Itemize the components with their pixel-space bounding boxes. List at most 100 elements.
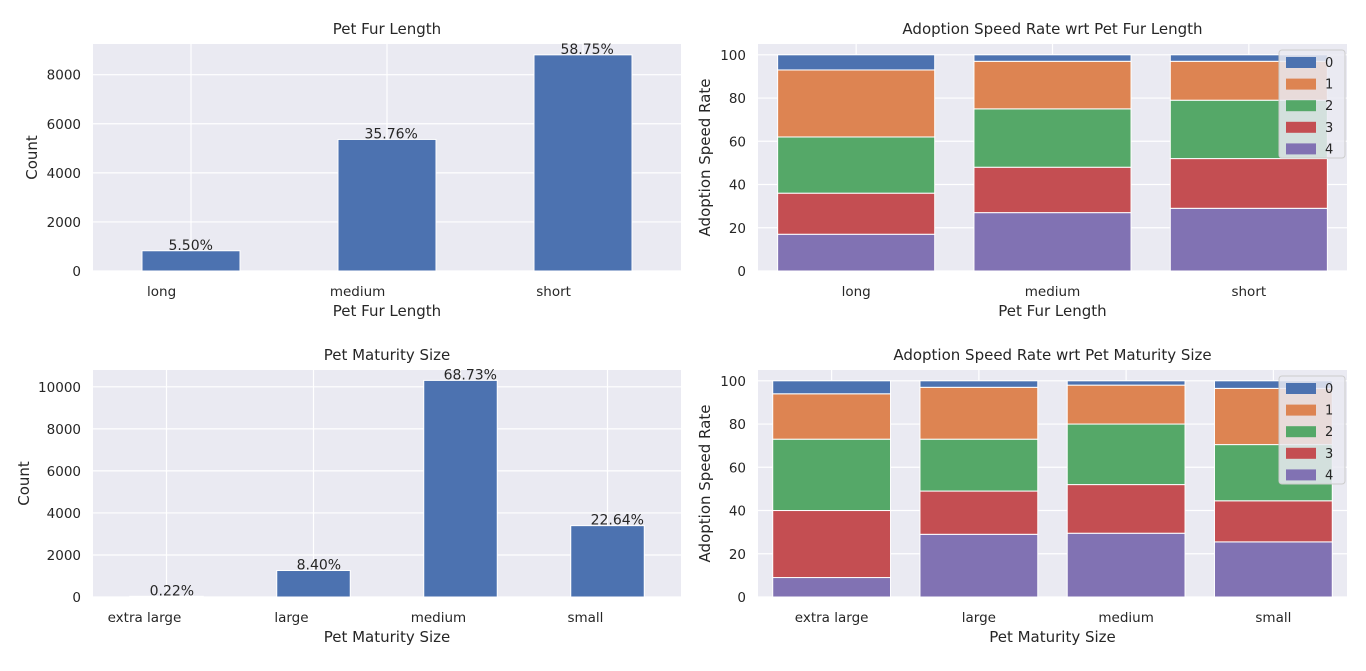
legend-swatch (1286, 78, 1316, 90)
legend-swatch (1286, 121, 1316, 133)
stack-segment-2 (973, 108, 1132, 168)
data-label: 68.73% (444, 367, 497, 383)
chart-title: Adoption Speed Rate wrt Pet Fur Length (902, 20, 1202, 38)
stack-segment-1 (1066, 384, 1186, 425)
x-tick-label: extra large (108, 610, 182, 626)
x-tick-label: medium (330, 284, 385, 300)
stack-segment-3 (772, 510, 892, 579)
x-tick-label: large (274, 610, 308, 626)
stack-segment-3 (777, 192, 936, 235)
stack-segment-3 (919, 490, 1039, 535)
bar-medium (337, 138, 437, 272)
bar-medium (423, 379, 498, 598)
legend-swatch (1286, 447, 1316, 459)
stack-segment-3 (973, 166, 1132, 214)
bar-extra-large (129, 595, 204, 598)
chart-3: 0 2000 4000 6000 8000 10000 0.22% 8.40% 68.73% 22… (15, 346, 681, 646)
y-tick-label: 2000 (47, 215, 81, 231)
y-axis-label: Count (15, 461, 33, 506)
stack-segment-3 (1169, 158, 1328, 209)
stack-segment-1 (772, 393, 892, 440)
x-tick-label: short (536, 284, 571, 300)
data-label: 0.22% (150, 583, 194, 599)
legend-label: 0 (1325, 56, 1333, 71)
stack-segment-1 (919, 386, 1039, 440)
stack-segment-4 (919, 533, 1039, 598)
y-tick-label: 60 (729, 134, 746, 150)
x-tick-label: medium (411, 610, 466, 626)
x-tick-label: long (147, 284, 176, 300)
stack-segment-4 (1066, 532, 1186, 598)
x-tick-label: medium (1098, 610, 1153, 626)
y-tick-label: 2000 (47, 548, 81, 564)
stack-segment-1 (973, 60, 1132, 110)
bar-long (141, 250, 241, 272)
legend-label: 0 (1325, 382, 1333, 397)
y-tick-label: 20 (729, 547, 746, 563)
legend: 0 1 2 3 4 (1278, 49, 1346, 159)
stack-segment-0 (919, 380, 1039, 388)
data-label: 22.64% (591, 513, 644, 529)
y-tick-label: 4000 (47, 166, 81, 182)
bar-short (533, 54, 633, 272)
stack-segment-0 (1066, 380, 1186, 386)
legend-label: 2 (1325, 425, 1333, 440)
y-axis-label: Adoption Speed Rate (696, 79, 714, 237)
stack-segment-2 (1066, 423, 1186, 486)
stack-segment-3 (1066, 484, 1186, 534)
stack-segment-4 (1169, 207, 1328, 272)
x-tick-label: large (962, 610, 996, 626)
y-tick-label: 6000 (47, 464, 81, 480)
x-axis-label: Pet Fur Length (333, 302, 441, 320)
chart-title: Pet Maturity Size (324, 346, 451, 364)
y-tick-label: 0 (72, 264, 81, 280)
stack-segment-1 (777, 69, 936, 138)
y-tick-label: 0 (72, 590, 81, 606)
y-tick-label: 80 (729, 91, 746, 107)
data-label: 35.76% (364, 126, 417, 142)
y-tick-label: 10000 (38, 380, 81, 396)
legend-swatch (1286, 383, 1316, 394)
legend-label: 3 (1325, 447, 1333, 462)
bar-small (570, 525, 645, 598)
x-tick-label: long (842, 284, 871, 300)
legend-label: 4 (1325, 142, 1333, 157)
x-axis-label: Pet Fur Length (998, 302, 1106, 320)
chart-title: Pet Fur Length (333, 20, 441, 38)
legend-label: 1 (1325, 78, 1333, 93)
chart-1: 0 2000 4000 6000 8000 5.50% 35.76% 58.75% long me… (23, 20, 681, 320)
x-axis-label: Pet Maturity Size (989, 628, 1116, 646)
y-tick-label: 8000 (47, 68, 81, 84)
stack-segment-3 (1213, 500, 1333, 543)
stack-segment-0 (973, 54, 1132, 62)
y-tick-label: 4000 (47, 506, 81, 522)
stack-segment-0 (772, 380, 892, 395)
y-tick-label: 8000 (47, 422, 81, 438)
legend-label: 3 (1325, 121, 1333, 136)
x-tick-label: short (1231, 284, 1266, 300)
y-tick-label: 40 (729, 178, 746, 194)
stack-segment-0 (777, 54, 936, 71)
legend-swatch (1286, 100, 1316, 112)
y-tick-label: 100 (720, 48, 746, 64)
y-tick-label: 6000 (47, 117, 81, 133)
y-tick-label: 0 (737, 264, 746, 280)
y-tick-label: 0 (737, 590, 746, 606)
legend-swatch (1286, 57, 1316, 68)
y-axis-label: Adoption Speed Rate (696, 405, 714, 563)
data-label: 8.40% (297, 558, 341, 574)
legend: 0 1 2 3 4 (1278, 375, 1346, 485)
chart-title: Adoption Speed Rate wrt Pet Maturity Siz… (893, 346, 1211, 364)
x-tick-label: small (1255, 610, 1291, 626)
x-tick-label: small (567, 610, 603, 626)
legend-label: 4 (1325, 468, 1333, 483)
y-tick-label: 60 (729, 460, 746, 476)
legend-swatch (1286, 143, 1316, 155)
stack-segment-4 (772, 577, 892, 598)
legend-label: 2 (1325, 99, 1333, 114)
stack-segment-4 (973, 212, 1132, 272)
legend-swatch (1286, 426, 1316, 438)
chart-2: 0 20 40 60 80 100 long medium short 0 1 2 3 4 Adoption… (696, 20, 1347, 320)
